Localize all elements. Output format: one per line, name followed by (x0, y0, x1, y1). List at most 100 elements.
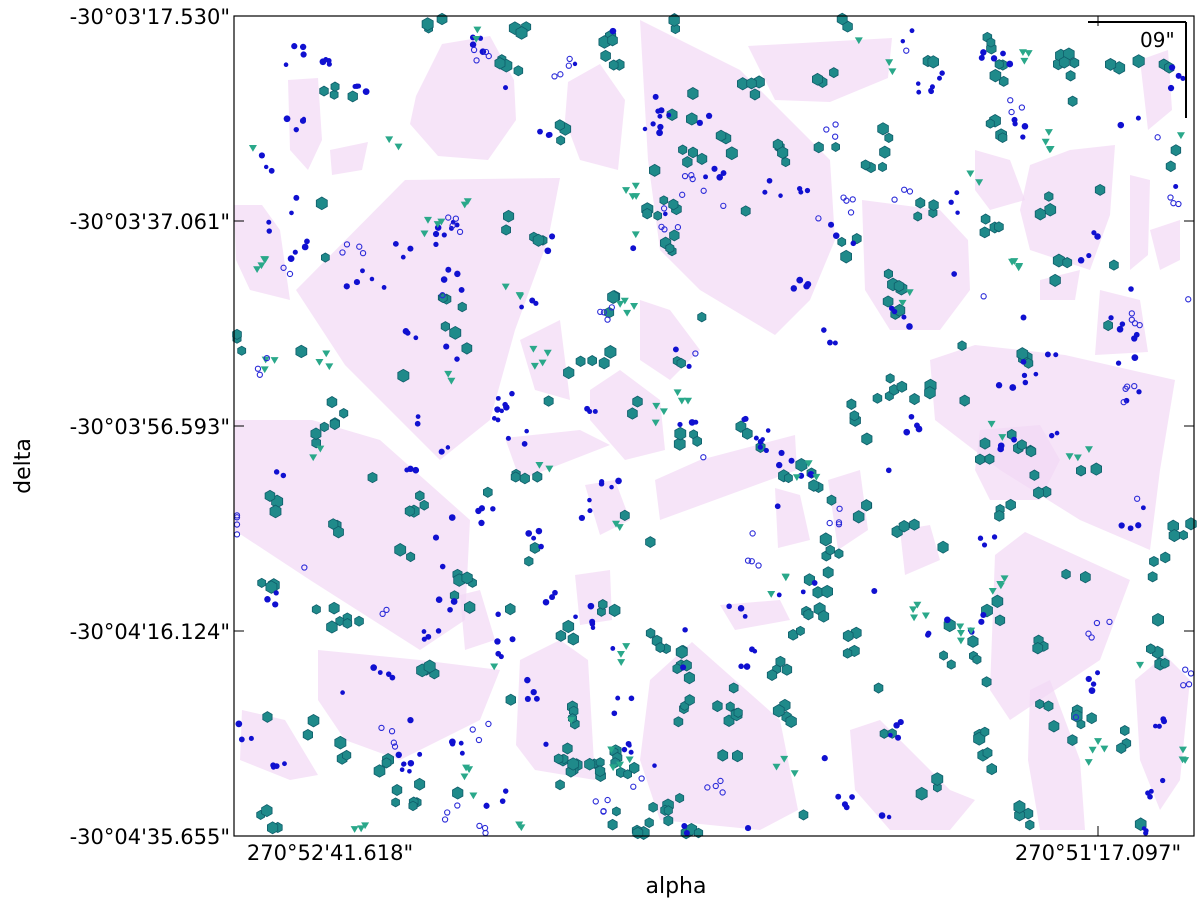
source-marker-hexagon (1116, 742, 1127, 754)
source-marker-hexagon (440, 321, 451, 332)
source-marker-hexagon (1168, 529, 1180, 543)
source-marker-hexagon (860, 159, 871, 171)
source-marker-hexagon (598, 356, 610, 370)
source-marker-hexagon (909, 393, 920, 406)
source-marker-hexagon (1076, 464, 1086, 477)
source-marker-triangle (790, 770, 799, 777)
source-marker-open-circle (638, 775, 645, 782)
source-marker-hexagon (266, 821, 279, 835)
source-marker-hexagon (1094, 183, 1106, 196)
source-marker-open-circle (566, 55, 573, 63)
source-marker-triangle (1041, 138, 1050, 146)
source-marker-dot (1077, 257, 1085, 264)
source-marker-open-circle (378, 724, 385, 732)
source-marker-hexagon (644, 817, 654, 828)
source-marker-hexagon (959, 394, 970, 407)
source-marker-open-circle (485, 52, 492, 60)
source-marker-open-circle (557, 71, 564, 78)
source-marker-open-circle (1088, 634, 1095, 641)
source-marker-dot (490, 506, 496, 512)
source-marker-dot (1108, 315, 1114, 321)
source-marker-open-circle (600, 807, 607, 815)
source-marker-hexagon (457, 301, 467, 313)
source-marker-hexagon (261, 804, 273, 818)
source-marker-dot (804, 187, 811, 194)
source-marker-hexagon (725, 146, 738, 161)
y-axis: -30°03'17.530" -30°03'37.061" -30°03'56.… (70, 5, 1194, 849)
source-marker-dot (519, 304, 524, 310)
source-marker-triangle (1136, 661, 1145, 669)
source-marker-dot (774, 503, 781, 510)
source-marker-dot (929, 84, 935, 90)
source-marker-hexagon (1147, 571, 1158, 583)
cluster-hull (234, 205, 290, 300)
source-marker-dot (448, 738, 456, 746)
source-marker-triangle (996, 582, 1005, 590)
source-marker-hexagon (725, 701, 735, 712)
source-marker-dot (598, 481, 605, 487)
source-marker-dot (509, 390, 515, 397)
source-marker-hexagon (1013, 800, 1026, 814)
source-marker-open-circle (901, 186, 908, 193)
source-marker-dot (610, 646, 616, 651)
source-marker-dot (352, 84, 358, 89)
source-marker-hexagon (334, 735, 347, 750)
source-marker-dot (895, 734, 902, 741)
source-marker-dot (1131, 354, 1139, 361)
source-marker-dot (412, 466, 420, 474)
source-marker-dot (273, 469, 280, 475)
source-marker-dot (521, 441, 528, 447)
source-marker-hexagon (461, 571, 473, 585)
source-marker-dot (592, 408, 598, 414)
source-marker-hexagon (883, 268, 893, 280)
source-marker-hexagon (330, 81, 340, 92)
source-marker-dot (495, 417, 501, 423)
source-marker-hexagon (994, 614, 1006, 627)
source-marker-dot (737, 605, 745, 612)
cluster-hull (748, 38, 892, 102)
source-marker-dot (524, 676, 531, 684)
source-marker-open-circle (301, 564, 308, 571)
source-marker-dot (362, 88, 370, 95)
source-marker-open-circle (679, 191, 686, 198)
cluster-hull (640, 300, 700, 380)
source-marker-dot (407, 768, 412, 774)
source-marker-hexagon (335, 616, 345, 627)
source-marker-dot (401, 761, 406, 767)
source-marker-hexagon (766, 669, 778, 681)
source-marker-hexagon (502, 209, 515, 223)
source-marker-open-circle (359, 250, 367, 257)
y-axis-label: delta (11, 438, 36, 494)
cluster-hull (1130, 175, 1150, 270)
source-marker-dot (494, 638, 501, 645)
source-marker-triangle (257, 262, 266, 270)
source-marker-dot (1095, 670, 1101, 676)
source-marker-open-circle (280, 264, 287, 271)
source-marker-open-circle (903, 47, 910, 54)
source-marker-hexagon (319, 421, 329, 433)
source-marker-dot (657, 123, 664, 131)
source-marker-dot (353, 278, 361, 286)
source-marker-dot (433, 241, 439, 247)
source-marker-dot (944, 616, 951, 624)
source-marker-hexagon (1105, 58, 1117, 71)
source-marker-dot (343, 283, 350, 290)
source-marker-triangle (490, 663, 499, 671)
cluster-hull (296, 178, 560, 460)
source-marker-dot (266, 219, 272, 225)
cluster-hull (240, 710, 318, 780)
source-marker-hexagon (967, 635, 979, 648)
source-marker-hexagon (307, 713, 320, 728)
x-tick-label: 270°52'41.618" (247, 841, 413, 865)
source-marker-hexagon (981, 676, 992, 688)
source-marker-hexagon (532, 471, 543, 483)
source-marker-dot (672, 346, 679, 353)
source-marker-dot (835, 793, 842, 800)
source-marker-hexagon (673, 716, 684, 728)
source-marker-dot (425, 633, 432, 640)
source-marker-open-circle (704, 784, 711, 791)
source-marker-dot (832, 232, 840, 239)
source-marker-dot (1136, 389, 1142, 395)
source-marker-hexagon (670, 23, 680, 35)
source-marker-triangle (956, 623, 965, 631)
